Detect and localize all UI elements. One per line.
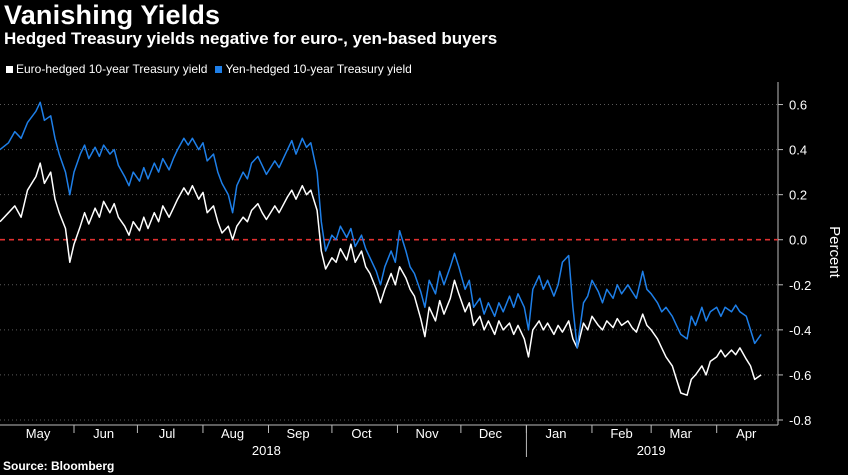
x-tick-label: Jun (93, 426, 114, 441)
y-tick-label: -0.6 (789, 368, 811, 383)
x-tick-label: Jan (546, 426, 567, 441)
series-line-euro-hedged (0, 162, 762, 396)
x-tick-label: May (26, 426, 51, 441)
x-tick-label: Nov (415, 426, 439, 441)
y-tick-label: -0.4 (789, 323, 811, 338)
x-tick-label: Mar (670, 426, 693, 441)
legend-label-euro: Euro-hedged 10-year Treasury yield (16, 62, 208, 76)
legend-swatch-euro (6, 65, 13, 73)
source-note: Source: Bloomberg (3, 459, 115, 473)
legend-swatch-yen (215, 65, 223, 73)
legend-item-euro: Euro-hedged 10-year Treasury yield (6, 62, 207, 76)
y-tick-label: 0.0 (789, 233, 807, 248)
x-tick-label: Aug (221, 426, 244, 441)
x-year-label: 2018 (252, 443, 281, 458)
x-tick-label: Feb (610, 426, 632, 441)
y-tick-label: 0.6 (789, 98, 807, 113)
legend: Euro-hedged 10-year Treasury yield Yen-h… (6, 62, 412, 76)
y-tick-label: -0.2 (789, 278, 811, 293)
y-tick-label: -0.8 (789, 413, 811, 428)
x-tick-label: Jul (159, 426, 176, 441)
x-year-label: 2019 (637, 443, 666, 458)
chart-title: Vanishing Yields (4, 0, 221, 30)
x-tick-label: Sep (287, 426, 310, 441)
x-tick-label: Apr (736, 426, 757, 441)
legend-item-yen: Yen-hedged 10-year Treasury yield (215, 62, 412, 76)
x-tick-label: Dec (479, 426, 503, 441)
y-axis-label: Percent (826, 226, 843, 279)
y-tick-label: 0.2 (789, 188, 807, 203)
x-tick-label: Oct (351, 426, 372, 441)
legend-label-yen: Yen-hedged 10-year Treasury yield (225, 62, 412, 76)
y-tick-label: 0.4 (789, 143, 807, 158)
chart-subtitle: Hedged Treasury yields negative for euro… (4, 29, 498, 48)
series-line-yen-hedged (0, 101, 762, 349)
